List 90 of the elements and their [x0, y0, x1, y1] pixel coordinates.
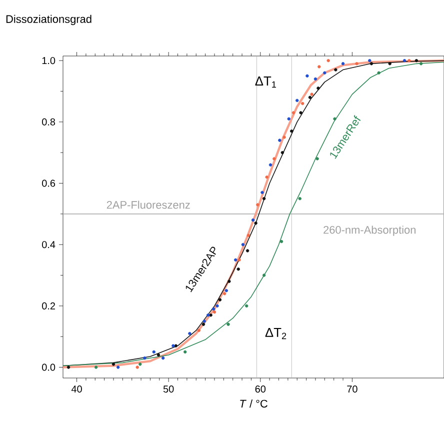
x-tick-label: 40 — [71, 386, 82, 393]
point — [94, 366, 98, 369]
point — [296, 98, 299, 102]
point — [314, 77, 318, 81]
point — [414, 58, 418, 62]
point — [298, 197, 302, 200]
point — [355, 62, 358, 66]
point — [202, 322, 206, 326]
point — [112, 362, 116, 366]
annotation: ΔT$_{1}$ — [255, 76, 276, 88]
point — [138, 362, 142, 366]
point — [206, 314, 210, 317]
point — [299, 111, 302, 114]
point — [161, 356, 165, 360]
y-tick-label: 0.8 — [42, 118, 56, 126]
point — [188, 332, 192, 336]
point — [224, 289, 228, 292]
annotation: 2AP-Fluoreszenz — [106, 200, 190, 209]
point — [287, 117, 290, 120]
point — [262, 274, 266, 277]
x-axis-title: T / °C — [240, 400, 268, 408]
point — [236, 268, 240, 271]
point — [419, 62, 423, 66]
point — [326, 58, 330, 62]
x-tick-label: 50 — [163, 386, 174, 393]
point — [262, 197, 266, 200]
point — [290, 130, 294, 133]
x-tick-label: 70 — [347, 386, 358, 393]
point — [156, 353, 160, 357]
point — [306, 74, 309, 78]
y-tick-label: 0.2 — [42, 302, 55, 310]
point — [202, 320, 206, 323]
point — [174, 344, 178, 348]
point — [246, 234, 250, 237]
point — [316, 157, 319, 160]
point — [388, 62, 392, 66]
point — [116, 366, 120, 369]
annotation: 260-nm-Absorption — [324, 226, 416, 236]
point — [136, 366, 139, 369]
point — [212, 307, 216, 311]
point — [143, 356, 146, 360]
point — [323, 71, 326, 74]
point — [234, 258, 238, 262]
x-tick-label: 60 — [255, 386, 266, 393]
y-tick-label: 0.4 — [42, 241, 56, 248]
y-tick-label: 0.6 — [42, 180, 56, 187]
point — [408, 58, 411, 62]
point — [238, 258, 241, 262]
point — [226, 322, 230, 326]
point — [216, 304, 219, 308]
point — [172, 344, 175, 348]
point — [218, 298, 222, 302]
point — [308, 96, 312, 99]
point — [254, 222, 258, 225]
point — [245, 304, 248, 308]
point — [402, 58, 406, 62]
point — [265, 176, 268, 179]
point — [152, 350, 156, 354]
annotation: ΔT$_{2}$ — [265, 328, 286, 340]
point — [184, 350, 187, 354]
point — [246, 249, 250, 252]
point — [341, 62, 345, 66]
point — [268, 163, 272, 166]
y-tick-label: 1.0 — [42, 57, 56, 64]
point — [260, 190, 264, 194]
point — [280, 240, 284, 244]
point — [272, 157, 276, 160]
point — [301, 102, 304, 106]
point — [278, 138, 282, 142]
point — [256, 203, 260, 206]
point — [251, 218, 255, 222]
y-axis-title: Dissoziationsgrad — [6, 14, 92, 26]
point — [209, 314, 212, 317]
point — [292, 111, 296, 114]
point — [370, 62, 374, 66]
point — [368, 58, 372, 62]
point — [282, 136, 286, 139]
point — [212, 310, 216, 314]
point — [197, 328, 200, 332]
point — [318, 65, 321, 68]
point — [241, 243, 245, 246]
point — [280, 150, 284, 154]
point — [310, 92, 314, 96]
point — [377, 71, 380, 74]
y-tick-label: 0.0 — [42, 364, 56, 371]
point — [66, 366, 70, 369]
point — [316, 86, 320, 90]
point — [228, 280, 231, 283]
point — [222, 292, 226, 296]
point — [334, 68, 338, 72]
